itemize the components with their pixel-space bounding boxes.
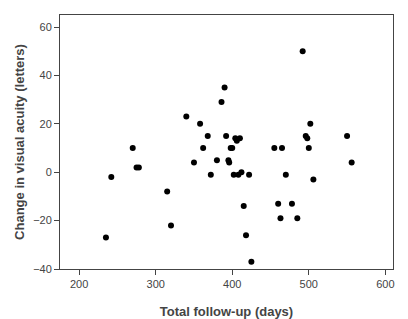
svg-text:Change in visual acuity (lette: Change in visual acuity (letters) [12, 44, 27, 240]
svg-text:60: 60 [40, 21, 52, 33]
svg-text:200: 200 [70, 278, 88, 290]
svg-text:600: 600 [376, 278, 394, 290]
svg-text:Total follow-up (days): Total follow-up (days) [160, 304, 293, 319]
svg-text:−40: −40 [33, 263, 52, 275]
svg-text:500: 500 [300, 278, 318, 290]
svg-text:0: 0 [46, 166, 52, 178]
svg-text:40: 40 [40, 69, 52, 81]
svg-text:300: 300 [147, 278, 165, 290]
svg-text:20: 20 [40, 118, 52, 130]
svg-text:400: 400 [223, 278, 241, 290]
svg-text:−20: −20 [33, 214, 52, 226]
